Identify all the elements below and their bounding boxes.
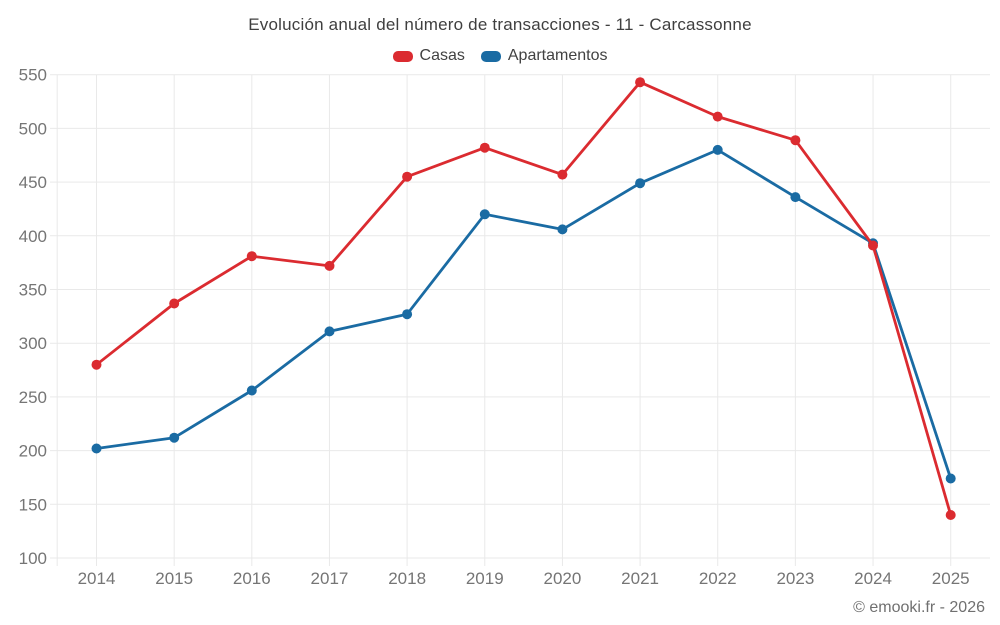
y-tick-label: 550 — [19, 66, 47, 85]
y-tick-label: 250 — [19, 388, 47, 407]
chart-legend: Casas Apartamentos — [0, 47, 1000, 65]
apartamentos-data-point — [169, 432, 180, 443]
apartamentos-data-point — [557, 224, 568, 235]
y-tick-label: 400 — [19, 227, 47, 246]
apartamentos-series-line — [95, 148, 953, 480]
apartamentos-data-point — [790, 192, 801, 203]
casas-data-point — [246, 251, 257, 262]
copyright-watermark: © emooki.fr - 2026 — [853, 599, 985, 616]
apartamentos-data-point — [712, 144, 723, 155]
casas-data-point — [91, 359, 102, 370]
legend-item-apartamentos[interactable]: Apartamentos — [480, 47, 608, 65]
legend-label-casas: Casas — [419, 47, 465, 64]
apartamentos-data-point — [91, 443, 102, 454]
apartamentos-data-point — [246, 385, 257, 396]
y-tick-label: 450 — [19, 173, 47, 192]
y-tick-label: 300 — [19, 334, 47, 353]
legend-label-apartamentos: Apartamentos — [507, 47, 608, 64]
casas-series-swatch-icon — [392, 50, 413, 62]
casas-data-point — [712, 111, 723, 122]
casas-data-point — [169, 298, 180, 309]
chart-title: Evolución anual del número de transaccio… — [248, 15, 752, 34]
y-tick-label: 350 — [19, 281, 47, 300]
x-tick-label: 2023 — [776, 569, 814, 588]
y-tick-label: 200 — [19, 442, 47, 461]
y-tick-label: 500 — [19, 119, 47, 138]
y-tick-label: 100 — [19, 549, 47, 568]
x-tick-label: 2017 — [311, 569, 349, 588]
legend-item-casas[interactable]: Casas — [392, 47, 465, 65]
x-tick-label: 2016 — [233, 569, 271, 588]
casas-series-line — [95, 80, 953, 517]
casas-data-point — [479, 142, 490, 153]
apartamentos-series-swatch-icon — [480, 50, 501, 62]
apartamentos-data-point — [945, 473, 956, 484]
casas-data-point — [635, 77, 646, 88]
casas-data-point — [790, 135, 801, 146]
y-tick-label: 150 — [19, 495, 47, 514]
apartamentos-data-point — [479, 209, 490, 220]
x-tick-label: 2020 — [544, 569, 582, 588]
x-tick-label: 2025 — [932, 569, 970, 588]
x-tick-label: 2015 — [155, 569, 193, 588]
x-tick-label: 2014 — [78, 569, 116, 588]
x-tick-label: 2021 — [621, 569, 659, 588]
x-tick-label: 2019 — [466, 569, 504, 588]
casas-data-point — [868, 240, 878, 251]
x-tick-label: 2022 — [699, 569, 737, 588]
x-tick-label: 2024 — [854, 569, 892, 588]
casas-data-point — [324, 260, 335, 271]
casas-data-point — [945, 510, 956, 520]
casas-data-point — [402, 171, 413, 182]
apartamentos-data-point — [324, 326, 335, 337]
casas-data-point — [557, 169, 568, 180]
apartamentos-data-point — [635, 178, 646, 189]
apartamentos-data-point — [402, 309, 413, 320]
x-tick-label: 2018 — [388, 569, 426, 588]
